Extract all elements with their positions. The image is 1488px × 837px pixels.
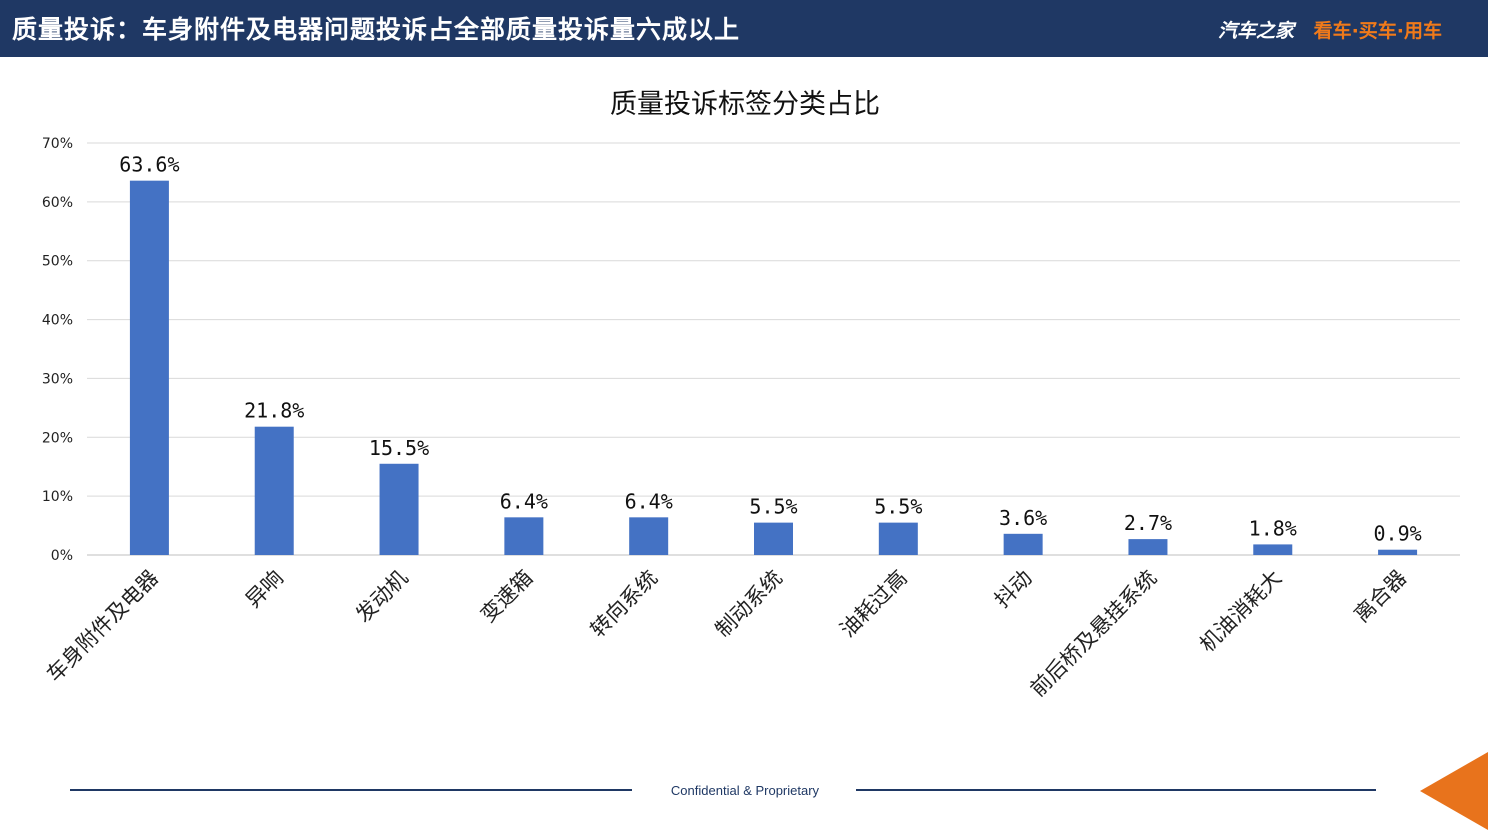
y-tick-label: 30% bbox=[42, 371, 73, 387]
y-axis-ticks: 0% 10% 20% 30% 40% 50% 60% 70% bbox=[42, 136, 73, 564]
category-label: 车身附件及电器 bbox=[42, 566, 163, 687]
data-label: 1.8% bbox=[1249, 516, 1297, 540]
bar-chart: 质量投诉标签分类占比 0% 10% 20% 30% 40% 50% 60% 70% 63.6%… bbox=[42, 89, 1460, 702]
data-label: 6.4% bbox=[625, 489, 673, 513]
brand-slogan: 看车·买车·用车 bbox=[1313, 20, 1442, 42]
category-label: 抖动 bbox=[990, 566, 1037, 613]
category-label: 离合器 bbox=[1350, 566, 1412, 628]
data-label: 63.6% bbox=[119, 153, 179, 177]
footer-text: Confidential & Proprietary bbox=[670, 783, 820, 798]
y-tick-label: 0% bbox=[51, 548, 73, 564]
data-label: 5.5% bbox=[749, 495, 797, 519]
chart-title: 质量投诉标签分类占比 bbox=[610, 89, 880, 120]
bar bbox=[1003, 533, 1043, 555]
y-tick-label: 50% bbox=[42, 254, 73, 270]
corner-triangle-decoration bbox=[1420, 752, 1488, 830]
data-label: 15.5% bbox=[369, 436, 429, 460]
brand-logo: 汽车之家 bbox=[1217, 20, 1294, 42]
y-tick-label: 20% bbox=[42, 430, 73, 446]
category-label: 前后桥及悬挂系统 bbox=[1026, 566, 1162, 702]
bar bbox=[629, 517, 669, 555]
bar bbox=[379, 463, 419, 555]
data-label: 0.9% bbox=[1374, 522, 1422, 546]
category-label: 发动机 bbox=[351, 566, 413, 628]
data-label: 6.4% bbox=[500, 489, 548, 513]
category-label: 制动系统 bbox=[711, 566, 787, 642]
y-tick-label: 40% bbox=[42, 313, 73, 329]
y-tick-label: 70% bbox=[42, 136, 73, 152]
bar bbox=[1253, 544, 1293, 555]
bars bbox=[129, 180, 1418, 555]
bar bbox=[129, 180, 169, 555]
bar bbox=[504, 517, 544, 555]
bar bbox=[754, 522, 793, 555]
header-bar: 质量投诉：车身附件及电器问题投诉占全部质量投诉量六成以上 汽车之家 看车·买车·… bbox=[0, 0, 1488, 57]
bar bbox=[878, 522, 918, 555]
y-tick-label: 10% bbox=[42, 489, 73, 505]
bar bbox=[1378, 549, 1418, 555]
data-label: 5.5% bbox=[874, 495, 922, 519]
category-label: 异响 bbox=[241, 566, 288, 613]
y-tick-label: 60% bbox=[42, 195, 73, 211]
brand: 汽车之家 看车·买车·用车 bbox=[1218, 16, 1442, 43]
footer-divider-left bbox=[70, 789, 632, 791]
data-labels: 63.6% 21.8% 15.5% 6.4% 6.4% 5.5% 5.5% 3.6% 2.7% 1… bbox=[119, 153, 1421, 546]
data-label: 3.6% bbox=[999, 506, 1047, 530]
category-label: 机油消耗大 bbox=[1195, 566, 1286, 657]
data-label: 21.8% bbox=[244, 399, 304, 423]
grid-lines bbox=[87, 142, 1460, 556]
category-label: 变速箱 bbox=[476, 566, 538, 628]
category-label: 转向系统 bbox=[586, 566, 662, 642]
category-label: 油耗过高 bbox=[835, 566, 911, 642]
footer-divider-right bbox=[856, 789, 1376, 791]
data-label: 2.7% bbox=[1124, 511, 1172, 535]
page-title: 质量投诉：车身附件及电器问题投诉占全部质量投诉量六成以上 bbox=[12, 15, 741, 44]
bar bbox=[254, 426, 294, 555]
bar bbox=[1128, 539, 1168, 555]
